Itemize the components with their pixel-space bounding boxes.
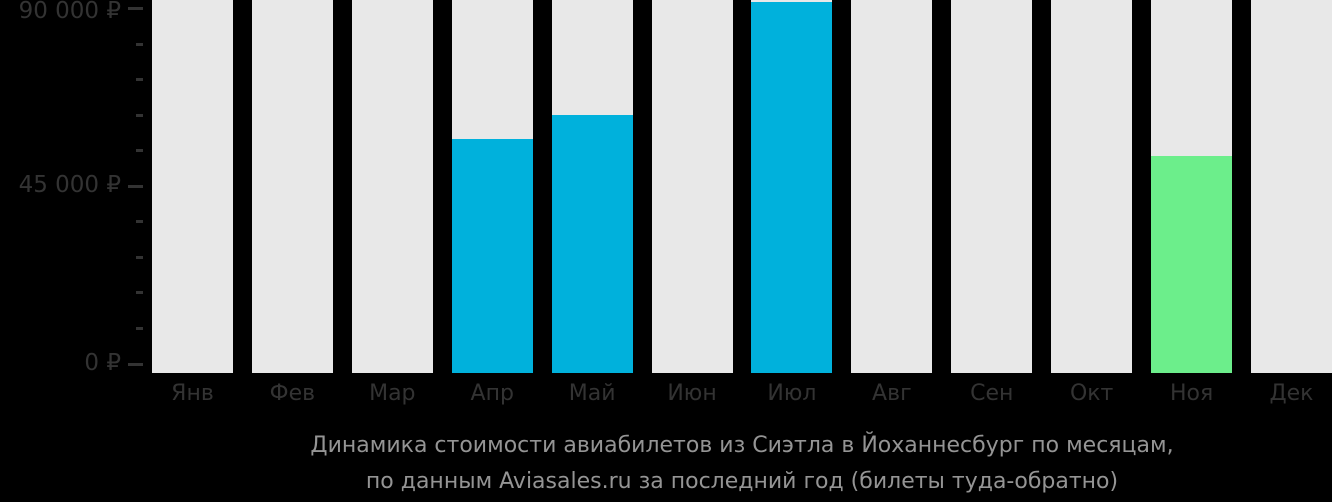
chart-caption: Динамика стоимости авиабилетов из Сиэтла… xyxy=(152,431,1332,497)
month-column-apr xyxy=(451,0,533,373)
y-axis-minor-tick xyxy=(136,291,143,295)
month-label-jun: Июн xyxy=(667,381,717,406)
month-label-aug: Авг xyxy=(872,381,912,406)
month-labels-row: Янв Фев Мар Апр Май Июн Июл Авг Сен Окт Ноя Дек xyxy=(152,379,1332,409)
month-column-may xyxy=(551,0,633,373)
y-axis-label-0: 0 ₽ xyxy=(84,350,121,376)
month-column-dec xyxy=(1250,0,1332,373)
month-column-jul xyxy=(751,0,833,373)
month-column-mar xyxy=(351,0,433,373)
price-bar-apr xyxy=(451,138,533,373)
y-axis-major-tick xyxy=(128,7,143,10)
month-column-aug xyxy=(851,0,933,373)
price-bar-nov xyxy=(1151,156,1233,373)
month-column-oct xyxy=(1051,0,1133,373)
y-axis-label-45000: 45 000 ₽ xyxy=(18,172,121,198)
y-axis-minor-tick xyxy=(136,78,143,82)
y-axis-minor-tick xyxy=(136,149,143,153)
y-axis-label-90000: 90 000 ₽ xyxy=(18,0,121,24)
month-label-nov: Ноя xyxy=(1169,381,1214,406)
caption-line-1: Динамика стоимости авиабилетов из Сиэтла… xyxy=(310,433,1174,458)
month-column-jan xyxy=(152,0,233,373)
price-bar-jul xyxy=(751,2,833,373)
y-axis-major-tick xyxy=(128,184,143,188)
month-label-feb: Фев xyxy=(269,381,316,406)
columns-container xyxy=(152,0,1332,373)
month-column-jun xyxy=(651,0,733,373)
month-label-jul: Июл xyxy=(767,381,817,406)
y-axis-minor-tick xyxy=(136,42,143,46)
month-label-oct: Окт xyxy=(1069,381,1114,406)
y-axis-minor-tick xyxy=(136,255,143,259)
plot-area: 90 000 ₽ 45 000 ₽ 0 ₽ xyxy=(18,0,1332,376)
y-axis-major-tick xyxy=(128,362,143,366)
y-axis-minor-tick xyxy=(136,113,143,117)
y-axis-minor-tick xyxy=(136,220,143,224)
month-column-sep xyxy=(951,0,1033,373)
y-axis-minor-tick xyxy=(136,326,143,330)
month-label-apr: Апр xyxy=(470,381,514,406)
month-label-dec: Дек xyxy=(1269,381,1314,406)
month-label-mar: Мар xyxy=(369,381,416,406)
month-label-jan: Янв xyxy=(171,381,214,406)
price-bar-may xyxy=(551,115,633,373)
month-label-sep: Сен xyxy=(970,381,1014,406)
month-label-may: Май xyxy=(568,381,616,406)
month-column-feb xyxy=(251,0,333,373)
caption-line-2: по данным Aviasales.ru за последний год … xyxy=(365,469,1119,494)
month-column-nov xyxy=(1151,0,1233,373)
